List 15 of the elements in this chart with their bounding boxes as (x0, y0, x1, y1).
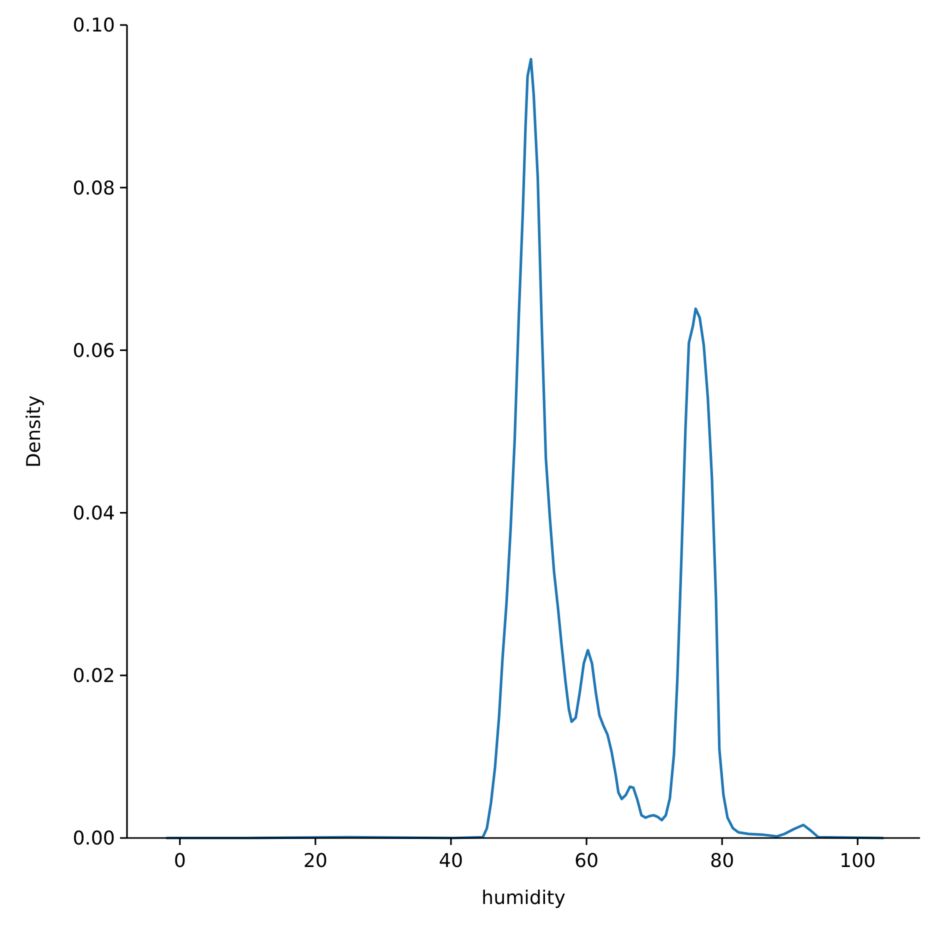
x-tick-label: 60 (574, 850, 599, 872)
x-tick-label: 0 (174, 850, 186, 872)
y-tick-label: 0.08 (72, 177, 115, 200)
x-tick-label: 40 (438, 850, 464, 872)
y-axis-title: Density (23, 395, 45, 468)
y-tick-label: 0.00 (72, 828, 115, 850)
x-tick-label: 20 (303, 850, 328, 872)
x-tick-label: 100 (840, 850, 876, 872)
y-tick-label: 0.10 (72, 14, 115, 37)
y-tick-label: 0.04 (72, 502, 115, 524)
y-tick-label: 0.02 (72, 665, 115, 688)
x-axis-title: humidity (482, 887, 566, 909)
x-tick-label: 80 (710, 850, 734, 872)
line-series (166, 58, 884, 840)
y-tick-label: 0.06 (72, 340, 115, 362)
